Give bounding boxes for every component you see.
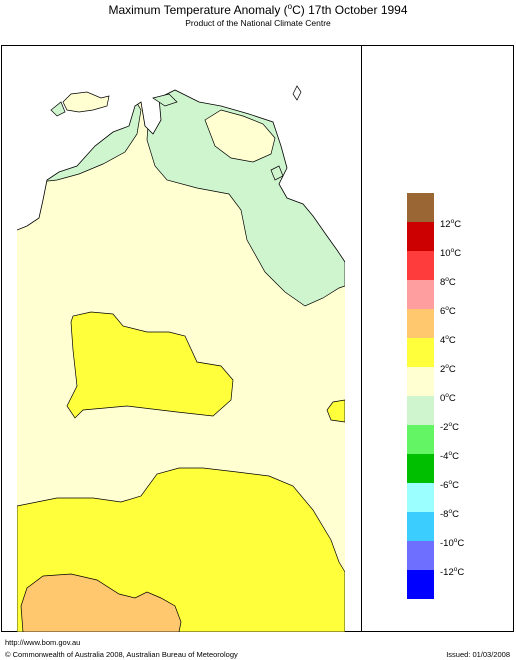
region-2-to-4-east xyxy=(326,399,345,423)
legend-label: 6oC xyxy=(440,305,456,318)
legend-swatch xyxy=(407,396,434,425)
legend-label: 12oC xyxy=(440,218,462,231)
coastline xyxy=(17,89,345,263)
page-title: Maximum Temperature Anomaly (oC) 17th Oc… xyxy=(108,2,408,17)
anomaly-map xyxy=(17,50,345,632)
legend-label: -6oC xyxy=(440,479,459,492)
legend-label: 0oC xyxy=(440,392,456,405)
footer-copyright: © Commonwealth of Australia 2008, Austra… xyxy=(5,650,238,659)
island-groote xyxy=(270,165,284,181)
legend-swatch xyxy=(407,338,434,367)
legend-swatch xyxy=(407,280,434,309)
footer-issued-date: Issued: 01/03/2008 xyxy=(446,650,510,659)
region-4-to-6 xyxy=(20,573,182,632)
island-small-east xyxy=(292,85,302,101)
legend-swatch xyxy=(407,222,434,251)
legend-label: 4oC xyxy=(440,334,456,347)
legend-label: 2oC xyxy=(440,363,456,376)
island-melville-strip xyxy=(50,101,66,117)
legend-swatch xyxy=(407,425,434,454)
island-tiwi xyxy=(62,91,110,113)
footer-url: http://www.bom.gov.au xyxy=(5,638,81,647)
legend-swatch xyxy=(407,541,434,570)
region-0-to-2-northeast xyxy=(204,109,276,163)
legend-label: -2oC xyxy=(440,421,459,434)
legend-swatch xyxy=(407,483,434,512)
legend-label: -12oC xyxy=(440,566,465,579)
region-2-to-4-central xyxy=(66,311,234,419)
legend-swatch xyxy=(407,367,434,396)
legend-swatch xyxy=(407,512,434,541)
legend-label: -10oC xyxy=(440,537,465,550)
legend-label: -8oC xyxy=(440,508,459,521)
panel-divider xyxy=(361,45,362,632)
legend-swatch xyxy=(407,251,434,280)
page-subtitle: Product of the National Climate Centre xyxy=(185,18,331,28)
legend-swatch xyxy=(407,309,434,338)
legend-swatch xyxy=(407,570,434,599)
legend-label: 8oC xyxy=(440,276,456,289)
legend-swatch xyxy=(407,193,434,222)
legend-swatch xyxy=(407,454,434,483)
legend-colorbar xyxy=(407,193,434,599)
legend-label: -4oC xyxy=(440,450,459,463)
legend-label: 10oC xyxy=(440,247,462,260)
island-north xyxy=(152,93,178,107)
